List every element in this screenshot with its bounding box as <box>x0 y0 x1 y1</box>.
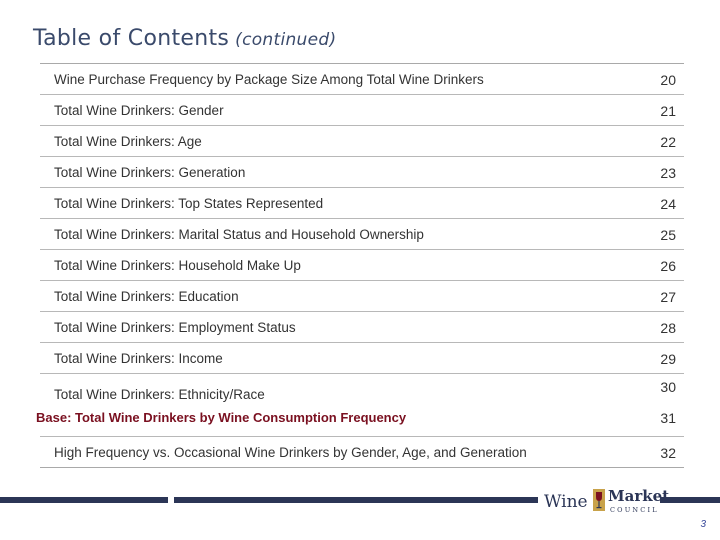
toc-entry-page: 24 <box>660 196 676 212</box>
toc-row[interactable]: Total Wine Drinkers: Ethnicity/Race 30 <box>40 373 684 405</box>
toc-entry-page: 25 <box>660 227 676 243</box>
toc-row[interactable]: Total Wine Drinkers: Income 29 <box>40 342 684 373</box>
toc-row[interactable]: Total Wine Drinkers: Marital Status and … <box>40 218 684 249</box>
toc-entry-label: Total Wine Drinkers: Gender <box>54 103 224 118</box>
toc-entry-label: High Frequency vs. Occasional Wine Drink… <box>54 445 527 460</box>
logo-word-wine: Wine <box>544 492 588 512</box>
wine-market-council-logo: Wine Market COUNCIL <box>538 484 669 520</box>
toc-entry-page: 20 <box>660 72 676 88</box>
toc-row[interactable]: Total Wine Drinkers: Gender 21 <box>40 94 684 125</box>
toc-row-base[interactable]: Base: Total Wine Drinkers by Wine Consum… <box>36 405 684 436</box>
toc-entry-label: Total Wine Drinkers: Top States Represen… <box>54 196 324 211</box>
toc-row[interactable]: Total Wine Drinkers: Top States Represen… <box>40 187 684 218</box>
toc-entry-label: Total Wine Drinkers: Marital Status and … <box>54 227 424 242</box>
toc-row[interactable]: Total Wine Drinkers: Employment Status 2… <box>40 311 684 342</box>
toc-entry-page: 30 <box>660 379 676 395</box>
toc-row[interactable]: Total Wine Drinkers: Household Make Up 2… <box>40 249 684 280</box>
toc-entry-label: Total Wine Drinkers: Education <box>54 289 239 304</box>
toc-entry-page: 27 <box>660 289 676 305</box>
toc-entry-label: Total Wine Drinkers: Employment Status <box>54 320 296 335</box>
toc-entry-label: Total Wine Drinkers: Income <box>54 351 223 366</box>
toc-entry-label: Base: Total Wine Drinkers by Wine Consum… <box>36 410 407 425</box>
toc-entry-page: 22 <box>660 134 676 150</box>
toc-entry-label: Total Wine Drinkers: Household Make Up <box>54 258 301 273</box>
logo-word-council: COUNCIL <box>610 506 659 514</box>
toc-entry-page: 26 <box>660 258 676 274</box>
toc-entry-page: 29 <box>660 351 676 367</box>
footer-bar <box>0 497 720 503</box>
title-suffix: (continued) <box>235 30 337 50</box>
toc-entry-page: 21 <box>660 103 676 119</box>
table-of-contents: Wine Purchase Frequency by Package Size … <box>36 63 684 468</box>
toc-entry-label: Total Wine Drinkers: Age <box>54 134 202 149</box>
footer-bar-gap <box>168 497 174 503</box>
toc-row[interactable]: High Frequency vs. Occasional Wine Drink… <box>40 436 684 468</box>
logo-word-market: Market <box>608 487 670 505</box>
title-main: Table of Contents <box>33 26 230 51</box>
toc-entry-page: 31 <box>660 410 676 426</box>
toc-row[interactable]: Wine Purchase Frequency by Package Size … <box>40 63 684 94</box>
toc-entry-label: Wine Purchase Frequency by Package Size … <box>54 72 484 87</box>
toc-row[interactable]: Total Wine Drinkers: Age 22 <box>40 125 684 156</box>
toc-row[interactable]: Total Wine Drinkers: Education 27 <box>40 280 684 311</box>
toc-row[interactable]: Total Wine Drinkers: Generation 23 <box>40 156 684 187</box>
toc-entry-label: Total Wine Drinkers: Ethnicity/Race <box>54 387 265 402</box>
page-number: 3 <box>700 519 706 530</box>
page-title: Table of Contents (continued) <box>33 26 336 51</box>
wine-glass-icon <box>593 489 605 511</box>
toc-entry-page: 32 <box>660 445 676 461</box>
toc-entry-page: 28 <box>660 320 676 336</box>
toc-entry-page: 23 <box>660 165 676 181</box>
toc-entry-label: Total Wine Drinkers: Generation <box>54 165 246 180</box>
